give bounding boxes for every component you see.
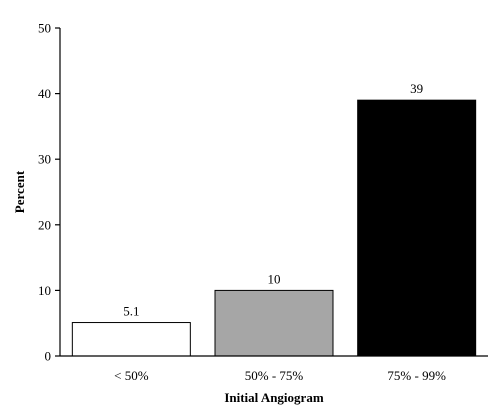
y-tick-label: 0 bbox=[45, 349, 52, 364]
y-tick-label: 10 bbox=[38, 283, 51, 298]
bar bbox=[357, 99, 477, 357]
bars bbox=[71, 99, 477, 357]
x-tick-label: 75% - 99% bbox=[387, 368, 446, 383]
data-labels: 5.1 10 39 bbox=[123, 81, 423, 318]
bar bbox=[214, 289, 334, 357]
y-tick-label: 40 bbox=[38, 86, 51, 101]
y-axis-title: Percent bbox=[12, 170, 27, 213]
y-tick-label: 30 bbox=[38, 152, 51, 167]
y-tick-label: 20 bbox=[38, 217, 51, 232]
x-axis-title: Initial Angiogram bbox=[224, 390, 323, 405]
x-tick-label: < 50% bbox=[114, 368, 149, 383]
bar bbox=[71, 322, 191, 357]
bar-value-label: 5.1 bbox=[123, 304, 139, 319]
bar-value-label: 39 bbox=[410, 81, 423, 96]
y-axis-ticks: 0 10 20 30 40 50 bbox=[38, 21, 60, 364]
bar-value-label: 10 bbox=[268, 271, 281, 286]
x-axis-tick-labels: < 50% 50% - 75% 75% - 99% bbox=[114, 368, 446, 383]
x-tick-label: 50% - 75% bbox=[245, 368, 304, 383]
y-tick-label: 50 bbox=[38, 21, 51, 36]
